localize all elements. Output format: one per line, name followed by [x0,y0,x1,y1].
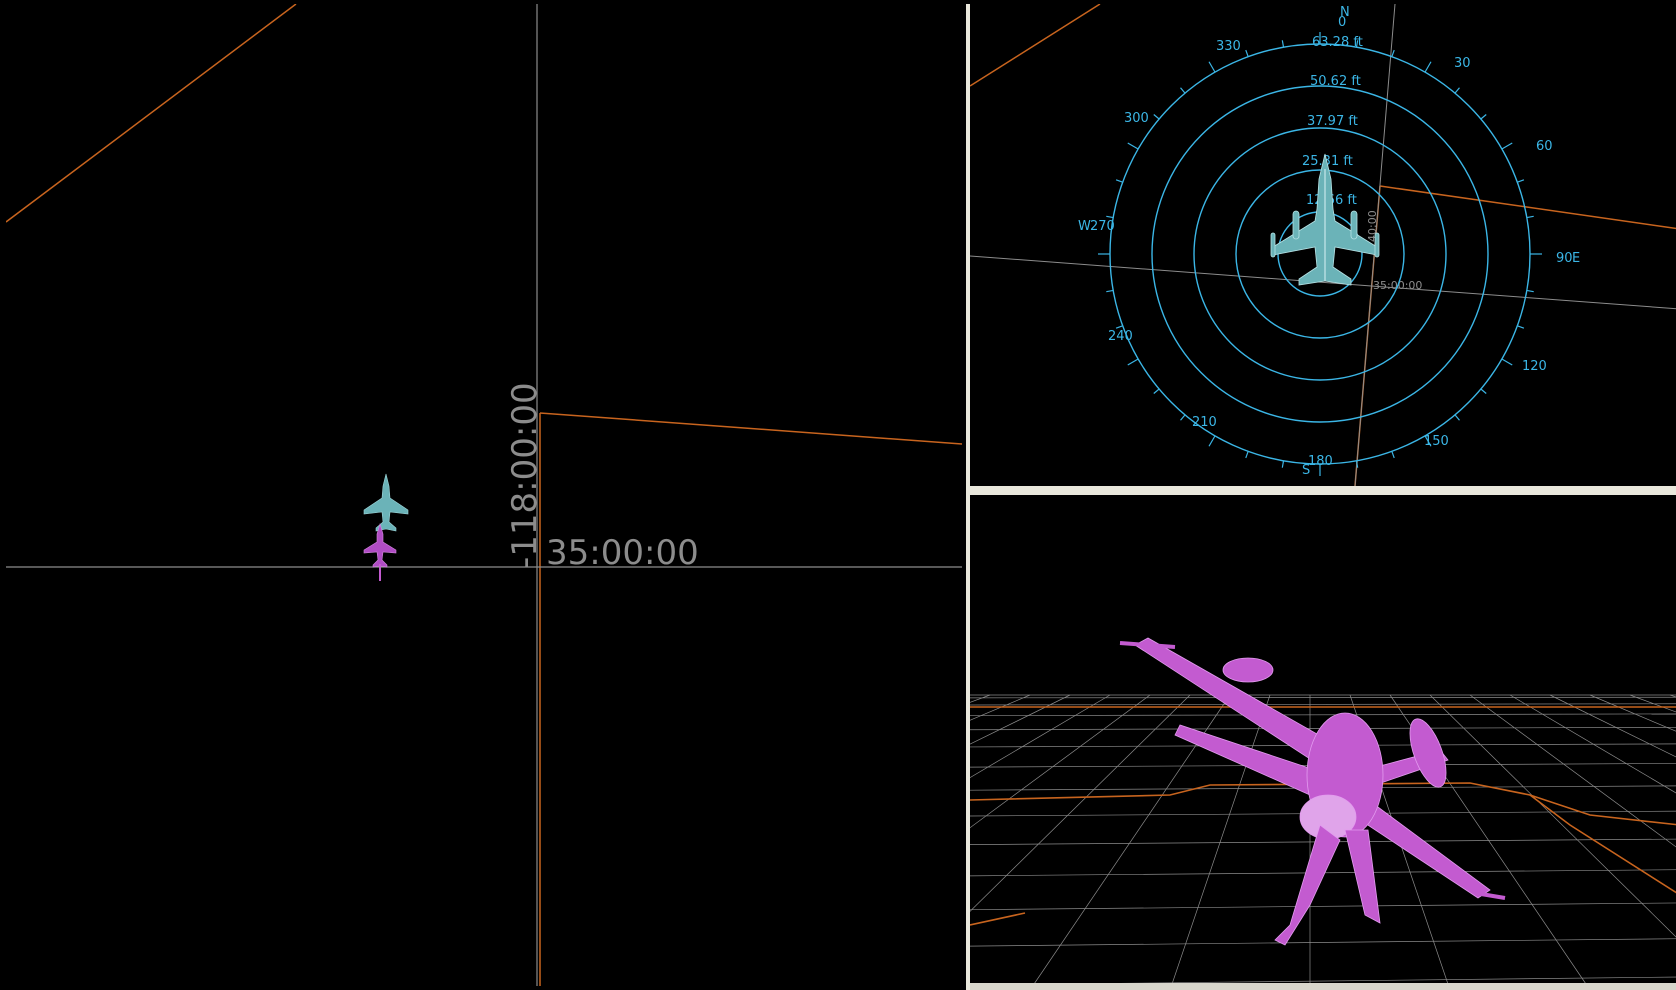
compass-tick [1424,435,1432,447]
compass-tick [1526,215,1534,219]
terrain-gridline [970,694,1151,829]
bearing-label: 210 [1192,415,1217,430]
compass-tick [1281,40,1285,48]
compass-tick [1501,142,1513,150]
range-label: 50.62 ft [1310,74,1361,89]
compass-range-view[interactable]: 35:00:00 40:00 12.66 ft 25.31 ft 37.97 f… [966,4,1676,486]
compass-tick [1454,87,1460,94]
compass-tick [1517,179,1525,183]
compass-tick [1454,414,1460,421]
compass-tick [1115,179,1123,183]
compass-tick [1106,215,1114,219]
cardinal-south: S [1302,463,1310,478]
bearing-label: 60 [1536,139,1553,154]
terrain-gridline [970,902,1676,911]
range-label: 37.97 ft [1307,114,1358,129]
bearing-label: 30 [1454,56,1471,71]
bearing-label: 330 [1216,39,1241,54]
aircraft-icon-blue[interactable] [363,473,409,532]
terrain-gridline [1509,694,1676,794]
map-viewport-main[interactable]: 35:00:00 -118:00:00 [6,4,962,986]
terrain-gridline [970,694,1191,912]
terrain-gridline [1629,694,1676,713]
compass-tick [1355,460,1359,468]
aircraft-icon-magenta[interactable] [363,522,397,581]
compass-tick [1526,289,1534,293]
compass-tick [1424,61,1432,73]
compass-tick [1391,451,1395,459]
range-label: 63.28 ft [1312,35,1363,50]
cardinal-north: N [1340,5,1350,20]
compass-tick [1180,414,1186,421]
bearing-label: 270 [1090,219,1115,234]
compass-tick [1281,460,1285,468]
terrain-gridline [1469,694,1676,848]
compass-tick [1106,289,1114,293]
compass-ticks [1098,32,1542,476]
chase-camera-3d-view[interactable] [966,495,1676,990]
aircraft-icon-blue[interactable] [1270,153,1380,286]
bearing-label: 120 [1522,359,1547,374]
compass-tick [1115,325,1123,329]
range-label: 25.31 ft [1302,154,1353,169]
bearing-label: 300 [1124,111,1149,126]
bearing-label: 0 [1338,15,1346,30]
boundary-line [539,412,962,445]
terrain-gridline [1589,694,1676,732]
terrain-gridline [970,938,1676,947]
compass-tick [1127,142,1139,150]
boundary-line [970,4,1101,87]
longitude-label: -118:00:00 [505,382,545,569]
terrain-gridline [1429,694,1676,938]
compass-tick [1391,49,1395,57]
latitude-gridline [970,255,1676,310]
pane-separator[interactable] [966,486,1676,495]
compass-tick [1245,451,1249,459]
compass-tick [1480,114,1487,120]
compass-tick [1208,435,1216,447]
boundary-line [6,4,297,223]
compass-tick [1501,358,1513,366]
compass-tick [1480,388,1487,394]
compass-tick [1180,87,1186,94]
compass-tick [1208,61,1216,73]
terrain-gridline [1169,694,1271,990]
latitude-label: 35:00:00 [546,533,699,573]
compass-tick [1153,388,1160,394]
cardinal-east: E [1572,251,1580,266]
bearing-label: 90 [1556,251,1573,266]
compass-tick [1245,49,1249,57]
compass-tick [1153,114,1160,120]
compass-tick [1355,40,1359,48]
terrain-gridline [970,703,1676,706]
cardinal-west: W [1078,219,1091,234]
compass-tick [1517,325,1525,329]
terrain-gridline [1549,694,1676,758]
aircraft-model-magenta[interactable] [1119,637,1506,946]
terrain-gridline [970,694,1111,779]
compass-tick [1127,358,1139,366]
boundary-line [970,706,1676,926]
terrain-gridline [1669,694,1676,698]
bearing-label: 180 [1308,454,1333,469]
status-strip [970,983,1676,990]
bearing-label: 150 [1424,434,1449,449]
terrain-gridline [970,696,1676,699]
bearing-label: 240 [1108,329,1133,344]
terrain-gridline [970,713,1676,717]
